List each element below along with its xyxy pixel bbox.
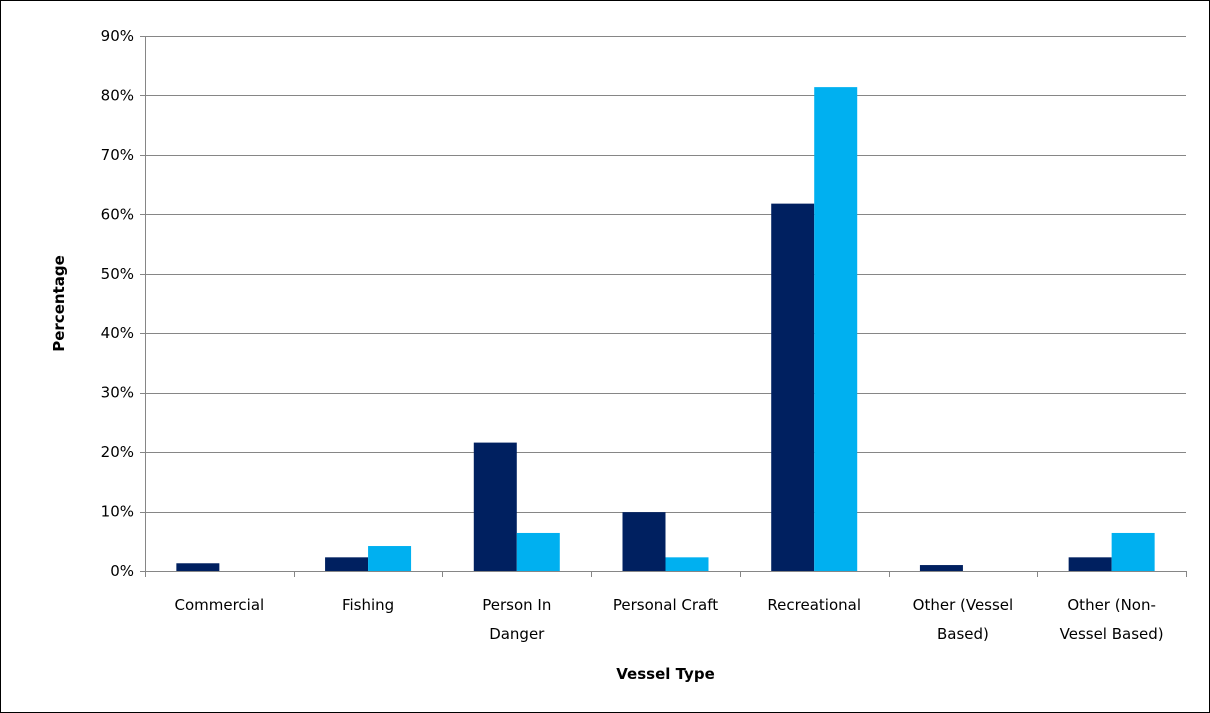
axes (140, 36, 1187, 577)
y-tick-labels: 0% 10% 20% 30% 40% 50% 60% 70% 80% 90% (101, 27, 134, 580)
gridlines (145, 36, 1186, 513)
y-tick-label-4: 40% (101, 324, 134, 342)
x-tick-label-line: Recreational (767, 596, 861, 614)
x-tick-label-3: Person In Danger (482, 596, 551, 643)
x-tick-label-line: Personal Craft (613, 596, 718, 614)
x-tick-label-7: Other (Non- Vessel Based) (1060, 596, 1164, 643)
y-tick-label-6: 60% (101, 205, 134, 223)
x-tick-label-line: Based) (937, 625, 989, 643)
x-tick-label-4: Personal Craft (613, 596, 718, 614)
x-tick-label-6: Other (Vessel Based) (913, 596, 1014, 643)
y-axis-title: Percentage (50, 255, 68, 352)
x-tick-label-2: Fishing (342, 596, 394, 614)
bar-series2-cat5 (814, 87, 858, 571)
x-axis-title: Vessel Type (616, 665, 715, 683)
x-tick-label-line: Fishing (342, 596, 394, 614)
y-tick-label-2: 20% (101, 443, 134, 461)
bar-series2-cat4 (665, 557, 709, 571)
x-tick-label-line: Other (Vessel (913, 596, 1014, 614)
bar-series1-cat6 (919, 565, 963, 571)
x-tick-label-line: Commercial (174, 596, 264, 614)
bar-series1-cat3 (473, 442, 517, 571)
x-tick-label-5: Recreational (767, 596, 861, 614)
y-tick-label-7: 70% (101, 146, 134, 164)
bar-series2-cat3 (516, 532, 560, 571)
x-tick-label-line: Vessel Based) (1060, 625, 1164, 643)
x-tick-label-1: Commercial (174, 596, 264, 614)
y-tick-label-9: 90% (101, 27, 134, 45)
bar-series2-cat7 (1111, 532, 1155, 571)
bars (176, 87, 1155, 571)
x-tick-label-line: Danger (489, 625, 545, 643)
x-tick-label-line: Other (Non- (1067, 596, 1156, 614)
x-tick-labels: Commercial Fishing Person In Danger Personal… (174, 596, 1163, 643)
bar-series1-cat5 (771, 203, 815, 571)
y-tick-label-1: 10% (101, 503, 134, 521)
bar-series1-cat2 (325, 557, 369, 571)
x-tick-label-line: Person In (482, 596, 551, 614)
bar-series1-cat7 (1068, 557, 1112, 571)
bar-series2-cat2 (368, 546, 412, 571)
y-tick-label-3: 30% (101, 384, 134, 402)
y-tick-label-5: 50% (101, 265, 134, 283)
bar-series1-cat4 (622, 512, 666, 571)
bar-series1-cat1 (176, 563, 220, 571)
y-tick-label-0: 0% (110, 562, 134, 580)
y-tick-label-8: 80% (101, 86, 134, 104)
